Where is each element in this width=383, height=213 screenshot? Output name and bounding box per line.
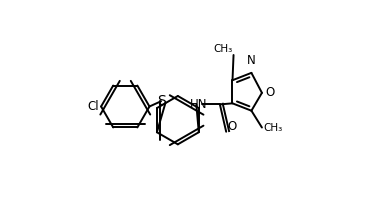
Text: S: S <box>157 94 165 108</box>
Text: CH₃: CH₃ <box>213 44 232 54</box>
Text: HN: HN <box>190 98 208 111</box>
Text: CH₃: CH₃ <box>263 122 282 132</box>
Text: O: O <box>227 120 236 133</box>
Text: N: N <box>247 53 256 66</box>
Text: O: O <box>265 86 274 99</box>
Text: Cl: Cl <box>88 100 100 113</box>
